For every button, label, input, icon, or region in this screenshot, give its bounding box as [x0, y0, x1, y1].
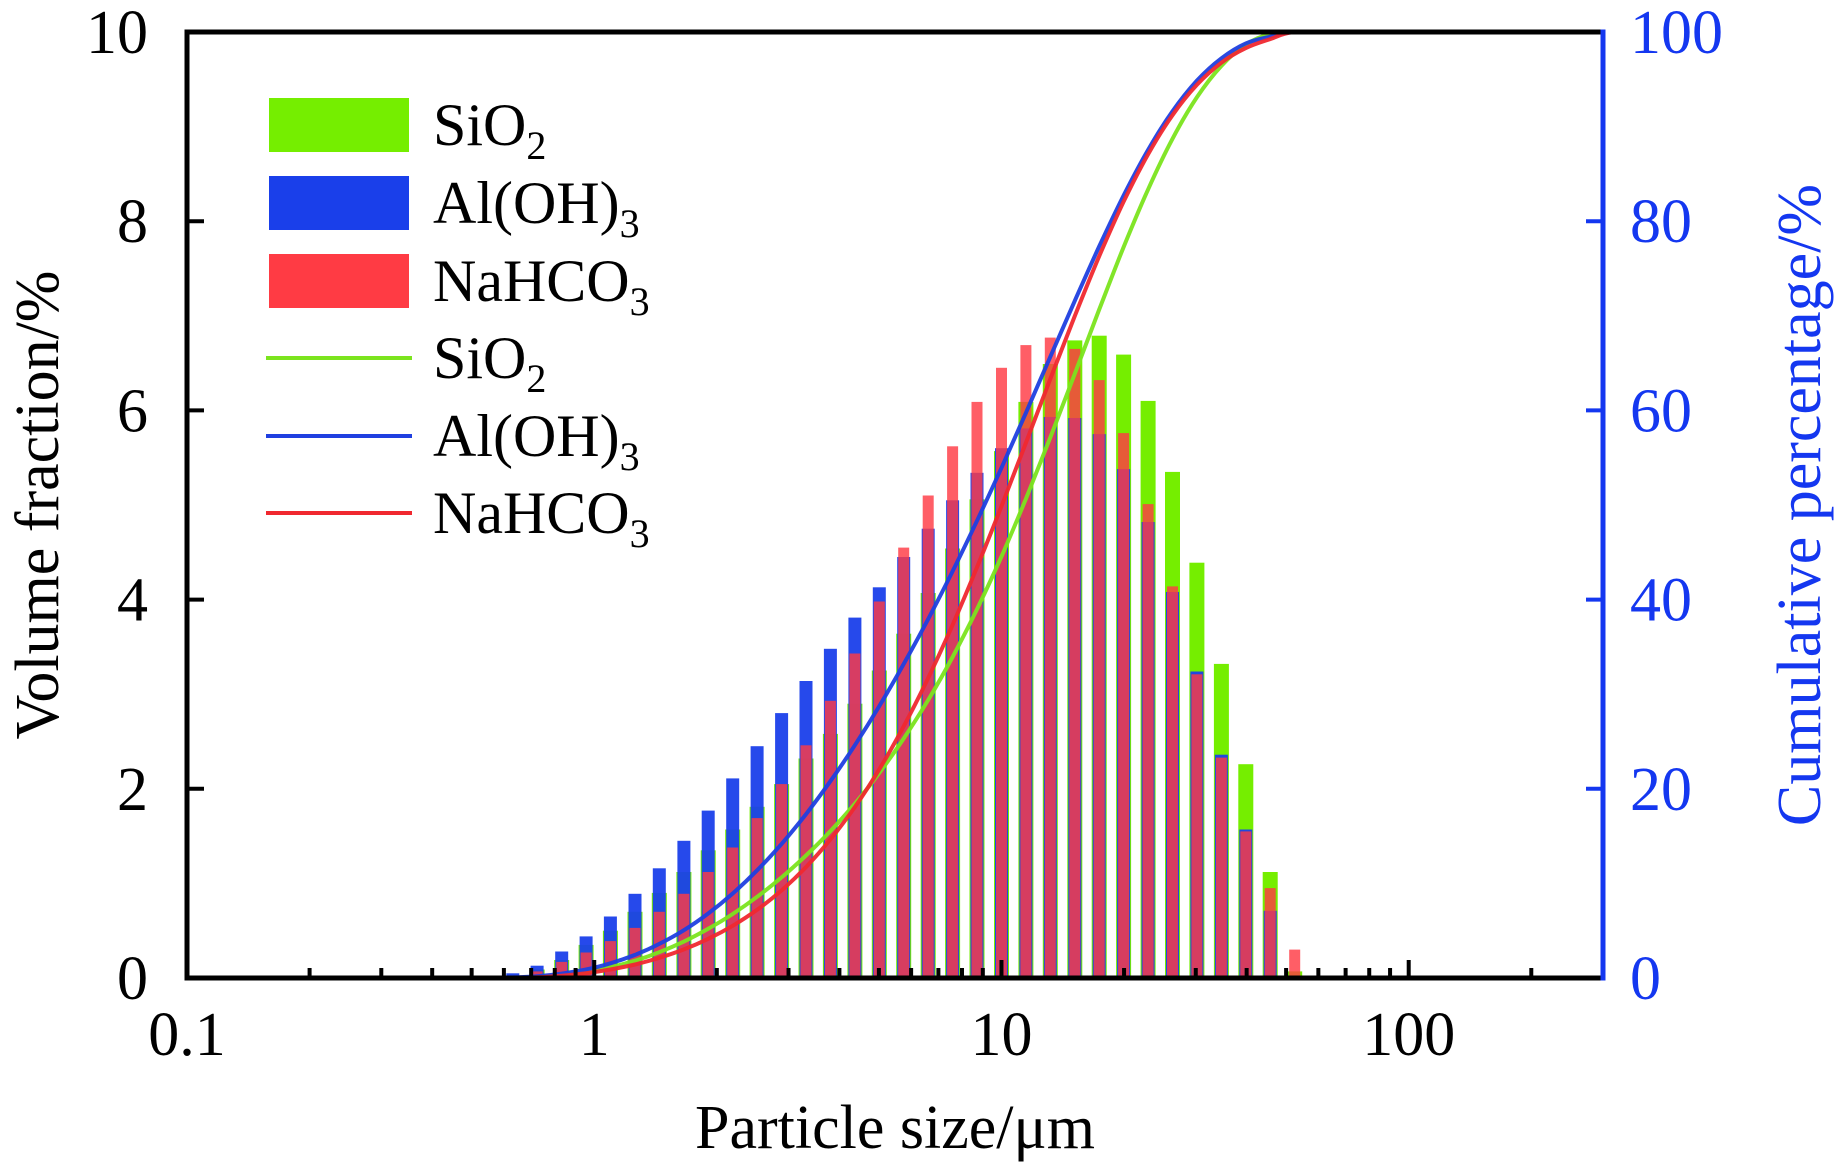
legend-label: SiO2 [433, 325, 546, 401]
legend-item: Al(OH)3 [269, 170, 640, 246]
bar-series-sio2 [529, 335, 1303, 979]
bar [1020, 345, 1032, 979]
bar [1118, 433, 1130, 979]
y2-tick-label: 80 [1630, 188, 1692, 256]
bar [1044, 337, 1056, 979]
bar [556, 961, 568, 978]
legend-label: NaHCO3 [433, 480, 650, 556]
y2-axis-title: Cumulative percentage/% [1766, 184, 1834, 826]
bar [1069, 348, 1081, 978]
legend-item: NaHCO3 [269, 248, 650, 324]
bar-series-nahco3 [531, 337, 1301, 979]
y2-tick-label: 100 [1630, 0, 1723, 67]
bar [604, 941, 616, 978]
y-tick-label: 4 [117, 567, 148, 635]
bar [971, 401, 983, 978]
bar [1093, 380, 1105, 979]
y2-tick-label: 0 [1630, 945, 1661, 1013]
y2-tick-label: 40 [1630, 567, 1692, 635]
legend-item: SiO2 [269, 92, 546, 168]
cumulative-line-sio2 [512, 29, 1603, 980]
legend-label: SiO2 [433, 92, 546, 168]
bar [849, 653, 861, 978]
bar [1289, 949, 1301, 978]
cumulative-line-nahco3 [512, 29, 1603, 980]
legend-swatch [269, 254, 409, 308]
x-tick-label: 100 [1362, 1001, 1455, 1069]
bar [678, 893, 690, 978]
bar [1167, 586, 1178, 978]
bar [1264, 888, 1276, 978]
x-axis-title: Particle size/μm [695, 1094, 1095, 1162]
bar [898, 547, 910, 978]
legend-label: NaHCO3 [433, 248, 650, 324]
legend-swatch [269, 98, 409, 152]
y-tick-label: 10 [86, 0, 148, 67]
cumulative-line-aloh3 [512, 29, 1603, 980]
legend-item: Al(OH)3 [266, 403, 640, 479]
y2-tick-label: 20 [1630, 756, 1692, 824]
bar [996, 367, 1007, 978]
y2-tick-label: 60 [1630, 377, 1692, 445]
legend-item: SiO2 [266, 325, 546, 401]
x-tick-label: 0.1 [148, 1001, 226, 1069]
x-tick-label: 10 [970, 1001, 1032, 1069]
legend-label: Al(OH)3 [433, 403, 640, 479]
y-axis-title: Volume fraction/% [4, 271, 72, 740]
bar [580, 952, 592, 978]
y-tick-label: 2 [117, 756, 148, 824]
bar [922, 495, 934, 978]
bar [1142, 504, 1154, 978]
legend-label: Al(OH)3 [433, 170, 640, 246]
bar [1240, 831, 1252, 978]
y-tick-label: 8 [117, 188, 148, 256]
bar [1215, 757, 1227, 978]
bar [873, 601, 885, 978]
legend-swatch [269, 176, 409, 230]
bars-layer [506, 335, 1303, 979]
cumulative-lines-layer [512, 29, 1603, 980]
bar [947, 446, 959, 978]
bar [702, 872, 714, 978]
bar [1191, 674, 1203, 978]
y-tick-label: 6 [117, 377, 148, 445]
bar [800, 745, 812, 978]
axes-layer [184, 29, 1606, 981]
legend-item: NaHCO3 [266, 480, 650, 556]
y-tick-label: 0 [117, 945, 148, 1013]
bar [776, 784, 788, 978]
x-tick-label: 1 [579, 1001, 610, 1069]
